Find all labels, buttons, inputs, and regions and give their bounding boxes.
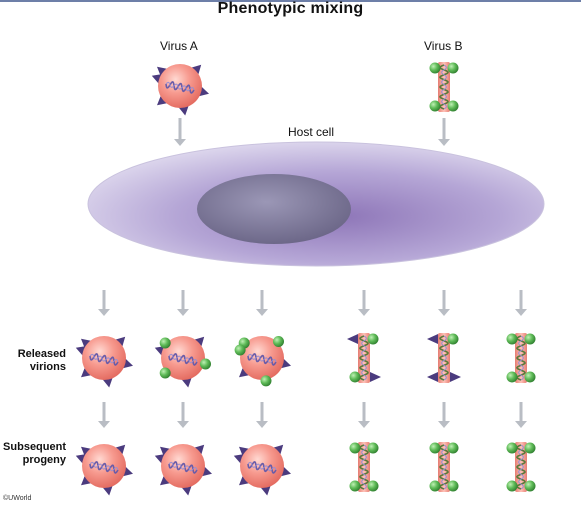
released-virions-label: Released virions [2,348,66,374]
spherical-capsid [82,444,126,488]
virus-b-particle [429,62,459,112]
down-arrow [438,118,450,146]
spherical-capsid [158,64,202,108]
green-spike [159,367,171,379]
green-spike [349,371,361,383]
green-spike [447,100,459,112]
down-arrow [358,402,370,428]
top-rule [0,0,581,2]
green-spike [234,344,246,356]
rod-capsid [438,62,450,112]
released-virion-4 [347,333,381,383]
flow-arrows [98,118,527,428]
virus-a-label: Virus A [160,39,198,53]
released-virion-1 [75,336,133,388]
green-spike [349,442,361,454]
spherical-capsid [82,336,126,380]
green-spike [524,371,536,383]
down-arrow [98,290,110,316]
green-spike [200,358,211,370]
green-spike [524,480,536,492]
released-virion-6 [506,333,536,383]
purple-spike [450,372,461,382]
rod-capsid [515,442,527,492]
down-arrow [177,402,189,428]
nucleus [197,174,351,244]
released-virion-3 [234,336,291,387]
down-arrow [358,290,370,316]
green-spike [260,375,272,387]
rod-capsid [358,442,370,492]
purple-spike [427,334,438,344]
green-spike [506,480,518,492]
released-virion-2 [154,336,211,388]
rod-capsid [438,333,450,383]
subsequent-label-line2: progeny [22,454,66,466]
spherical-capsid [240,336,284,380]
green-spike [429,480,441,492]
green-spike [524,442,536,454]
subsequent-label-line1: Subsequent [3,441,66,453]
copyright-notice: ©UWorld [3,495,32,502]
green-spike [349,480,361,492]
progeny-virion-1 [75,444,133,496]
progeny-virion-4 [349,442,379,492]
green-spike [429,100,441,112]
subsequent-progeny-label: Subsequent progeny [2,441,66,467]
down-arrow [256,402,268,428]
green-spike [429,62,441,74]
progeny-virion-6 [506,442,536,492]
released-virion-5 [427,333,461,383]
virus-b-label: Virus B [424,39,463,53]
down-arrow [515,402,527,428]
spherical-capsid [161,336,205,380]
purple-spike [427,372,438,382]
down-arrow [438,402,450,428]
green-spike [273,336,284,347]
rod-capsid [358,333,370,383]
purple-spike [347,334,358,344]
released-label-line1: Released [17,348,66,360]
green-spike [367,480,379,492]
green-spike [367,442,379,454]
rod-capsid [438,442,450,492]
purple-spike [370,372,381,382]
green-spike [447,62,459,74]
spherical-capsid [161,444,205,488]
released-label-line2: virions [29,361,66,373]
down-arrow [177,290,189,316]
progeny-virion-5 [429,442,459,492]
rod-capsid [515,333,527,383]
green-spike [367,333,379,345]
green-spike [429,442,441,454]
green-spike [159,337,171,349]
virions [75,62,536,496]
green-spike [506,442,518,454]
host-cell-label: Host cell [288,125,335,139]
green-spike [447,333,459,345]
green-spike [447,442,459,454]
progeny-virion-2 [154,444,212,496]
virus-a-particle [151,64,209,116]
down-arrow [438,290,450,316]
down-arrow [515,290,527,316]
spherical-capsid [240,444,284,488]
down-arrow [98,402,110,428]
green-spike [524,333,536,345]
down-arrow [174,118,186,146]
down-arrow [256,290,268,316]
green-spike [447,480,459,492]
diagram-title: Phenotypic mixing [217,0,364,17]
host-cell [87,141,545,267]
green-spike [506,371,518,383]
green-spike [506,333,518,345]
progeny-virion-3 [233,444,291,496]
